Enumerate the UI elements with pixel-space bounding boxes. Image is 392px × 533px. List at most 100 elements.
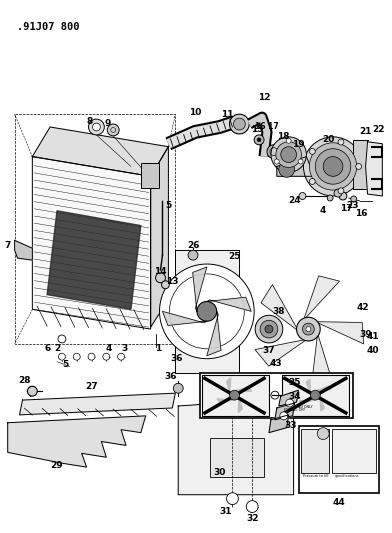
- Text: 31: 31: [220, 507, 232, 516]
- Circle shape: [281, 147, 297, 163]
- Circle shape: [297, 317, 320, 341]
- Circle shape: [280, 412, 288, 420]
- Circle shape: [339, 192, 347, 200]
- Bar: [202, 375, 269, 416]
- Bar: [301, 429, 329, 473]
- Bar: [210, 438, 264, 477]
- Circle shape: [351, 196, 357, 202]
- Text: 38: 38: [272, 307, 285, 316]
- Circle shape: [315, 149, 351, 184]
- Text: 2: 2: [54, 344, 60, 353]
- Text: 11: 11: [221, 110, 234, 119]
- Polygon shape: [207, 297, 251, 311]
- Circle shape: [58, 335, 66, 343]
- Circle shape: [323, 157, 343, 176]
- Polygon shape: [319, 395, 324, 411]
- Text: 10: 10: [189, 108, 201, 117]
- Text: 26: 26: [187, 241, 199, 250]
- Polygon shape: [311, 329, 331, 386]
- Bar: [299, 426, 379, 492]
- Circle shape: [227, 492, 238, 505]
- Circle shape: [234, 118, 245, 130]
- Polygon shape: [302, 276, 339, 325]
- Bar: [332, 429, 376, 473]
- Circle shape: [286, 399, 294, 407]
- Text: 3: 3: [121, 344, 127, 353]
- Circle shape: [309, 148, 315, 155]
- Circle shape: [89, 119, 104, 135]
- Text: 12: 12: [258, 93, 270, 102]
- Text: 43: 43: [270, 359, 282, 368]
- Text: 9: 9: [104, 118, 111, 127]
- Circle shape: [303, 323, 314, 335]
- Polygon shape: [306, 379, 311, 395]
- Polygon shape: [269, 415, 289, 433]
- Circle shape: [254, 135, 264, 145]
- Polygon shape: [227, 378, 231, 395]
- Text: 42: 42: [356, 303, 369, 312]
- Polygon shape: [33, 157, 151, 329]
- Circle shape: [173, 383, 183, 393]
- Circle shape: [255, 316, 283, 343]
- Circle shape: [230, 390, 240, 400]
- Text: 40: 40: [366, 346, 379, 356]
- Text: 4: 4: [106, 344, 113, 353]
- Polygon shape: [311, 321, 364, 344]
- Polygon shape: [315, 386, 331, 391]
- Circle shape: [93, 123, 100, 131]
- Polygon shape: [151, 147, 169, 327]
- Text: 39: 39: [359, 329, 372, 338]
- Polygon shape: [299, 399, 315, 404]
- Circle shape: [265, 325, 273, 333]
- Circle shape: [197, 302, 217, 321]
- Circle shape: [309, 179, 315, 184]
- Text: 21: 21: [359, 127, 372, 136]
- Text: specifications: specifications: [335, 474, 359, 478]
- Polygon shape: [366, 142, 382, 196]
- Circle shape: [276, 142, 301, 167]
- Text: 16 17: 16 17: [255, 122, 279, 131]
- Text: ENGINE OFF: ENGINE OFF: [284, 408, 305, 412]
- Polygon shape: [8, 416, 146, 467]
- Circle shape: [338, 139, 344, 145]
- Polygon shape: [15, 240, 33, 260]
- Text: 30: 30: [214, 467, 226, 477]
- Polygon shape: [279, 390, 299, 406]
- Polygon shape: [162, 311, 207, 326]
- Polygon shape: [275, 403, 294, 420]
- Text: 27: 27: [85, 382, 98, 391]
- Text: 41: 41: [366, 333, 379, 342]
- Polygon shape: [261, 285, 302, 334]
- Text: 13: 13: [166, 277, 179, 286]
- Polygon shape: [20, 393, 175, 415]
- Circle shape: [88, 353, 95, 360]
- Polygon shape: [255, 337, 311, 366]
- Text: 18: 18: [278, 132, 290, 141]
- Text: FAN ONLY: FAN ONLY: [296, 405, 312, 409]
- Polygon shape: [178, 398, 294, 495]
- Circle shape: [118, 353, 125, 360]
- Circle shape: [286, 139, 291, 143]
- Polygon shape: [238, 395, 242, 413]
- Text: 6: 6: [44, 344, 50, 353]
- Circle shape: [334, 189, 342, 197]
- Polygon shape: [47, 211, 141, 309]
- Polygon shape: [193, 267, 207, 311]
- Polygon shape: [217, 399, 234, 403]
- Text: 44: 44: [332, 498, 345, 507]
- Circle shape: [103, 353, 110, 360]
- Circle shape: [299, 192, 306, 199]
- Text: 15: 15: [251, 125, 263, 134]
- Text: 32: 32: [246, 514, 258, 523]
- Text: 36: 36: [164, 372, 177, 381]
- Circle shape: [73, 353, 80, 360]
- Polygon shape: [277, 157, 314, 176]
- Text: 5: 5: [62, 360, 68, 369]
- Circle shape: [356, 164, 361, 169]
- Circle shape: [257, 138, 261, 142]
- Polygon shape: [175, 250, 240, 374]
- Circle shape: [310, 390, 320, 400]
- Text: 24: 24: [288, 197, 301, 205]
- Text: 7: 7: [5, 241, 11, 250]
- Text: Pressure to fill: Pressure to fill: [303, 474, 329, 478]
